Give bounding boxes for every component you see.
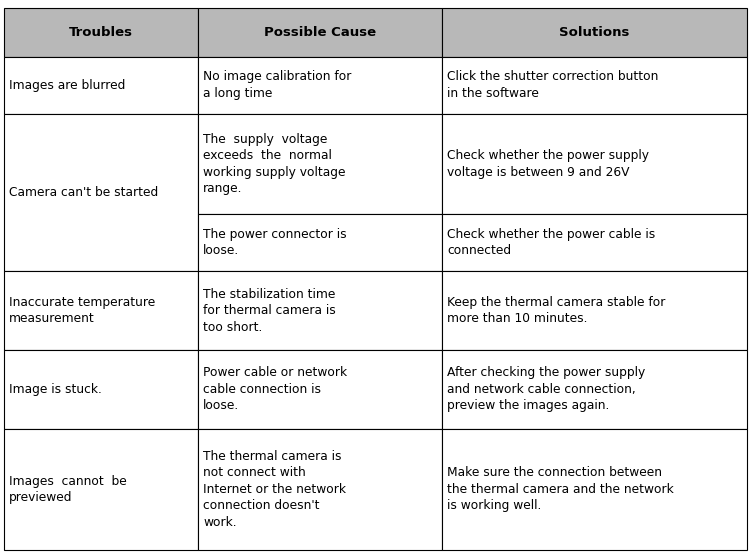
Text: Possible Cause: Possible Cause xyxy=(264,26,376,39)
Text: Solutions: Solutions xyxy=(559,26,630,39)
Text: Check whether the power supply
voltage is between 9 and 26V: Check whether the power supply voltage i… xyxy=(448,149,650,179)
Bar xyxy=(198,8,442,57)
Text: Power cable or network
cable connection is
loose.: Power cable or network cable connection … xyxy=(204,366,348,412)
Text: Images  cannot  be
previewed: Images cannot be previewed xyxy=(9,475,127,504)
Bar xyxy=(4,428,198,550)
Text: No image calibration for
a long time: No image calibration for a long time xyxy=(204,70,351,100)
Text: Camera can't be started: Camera can't be started xyxy=(9,186,158,199)
Text: The power connector is
loose.: The power connector is loose. xyxy=(204,228,347,258)
Bar xyxy=(4,271,198,350)
Bar xyxy=(4,114,198,271)
Bar xyxy=(442,214,747,271)
Bar xyxy=(4,8,198,57)
Text: The thermal camera is
not connect with
Internet or the network
connection doesn': The thermal camera is not connect with I… xyxy=(204,450,346,529)
Bar xyxy=(4,57,198,114)
Bar xyxy=(198,350,442,428)
Text: Inaccurate temperature
measurement: Inaccurate temperature measurement xyxy=(9,296,155,325)
Text: Troubles: Troubles xyxy=(69,26,133,39)
Text: Make sure the connection between
the thermal camera and the network
is working w: Make sure the connection between the the… xyxy=(448,466,674,512)
Text: Check whether the power cable is
connected: Check whether the power cable is connect… xyxy=(448,228,656,258)
Text: Click the shutter correction button
in the software: Click the shutter correction button in t… xyxy=(448,70,659,100)
Bar xyxy=(4,350,198,428)
Text: Image is stuck.: Image is stuck. xyxy=(9,383,102,396)
Bar xyxy=(198,271,442,350)
Bar xyxy=(442,114,747,214)
Text: Images are blurred: Images are blurred xyxy=(9,79,125,92)
Text: The stabilization time
for thermal camera is
too short.: The stabilization time for thermal camer… xyxy=(204,287,336,334)
Bar xyxy=(198,114,442,214)
Bar xyxy=(198,428,442,550)
Text: After checking the power supply
and network cable connection,
preview the images: After checking the power supply and netw… xyxy=(448,366,646,412)
Bar xyxy=(442,8,747,57)
Bar xyxy=(198,214,442,271)
Bar xyxy=(442,428,747,550)
Bar xyxy=(442,350,747,428)
Bar xyxy=(198,57,442,114)
Text: Keep the thermal camera stable for
more than 10 minutes.: Keep the thermal camera stable for more … xyxy=(448,296,665,325)
Bar xyxy=(442,271,747,350)
Text: The  supply  voltage
exceeds  the  normal
working supply voltage
range.: The supply voltage exceeds the normal wo… xyxy=(204,133,345,195)
Bar xyxy=(442,57,747,114)
